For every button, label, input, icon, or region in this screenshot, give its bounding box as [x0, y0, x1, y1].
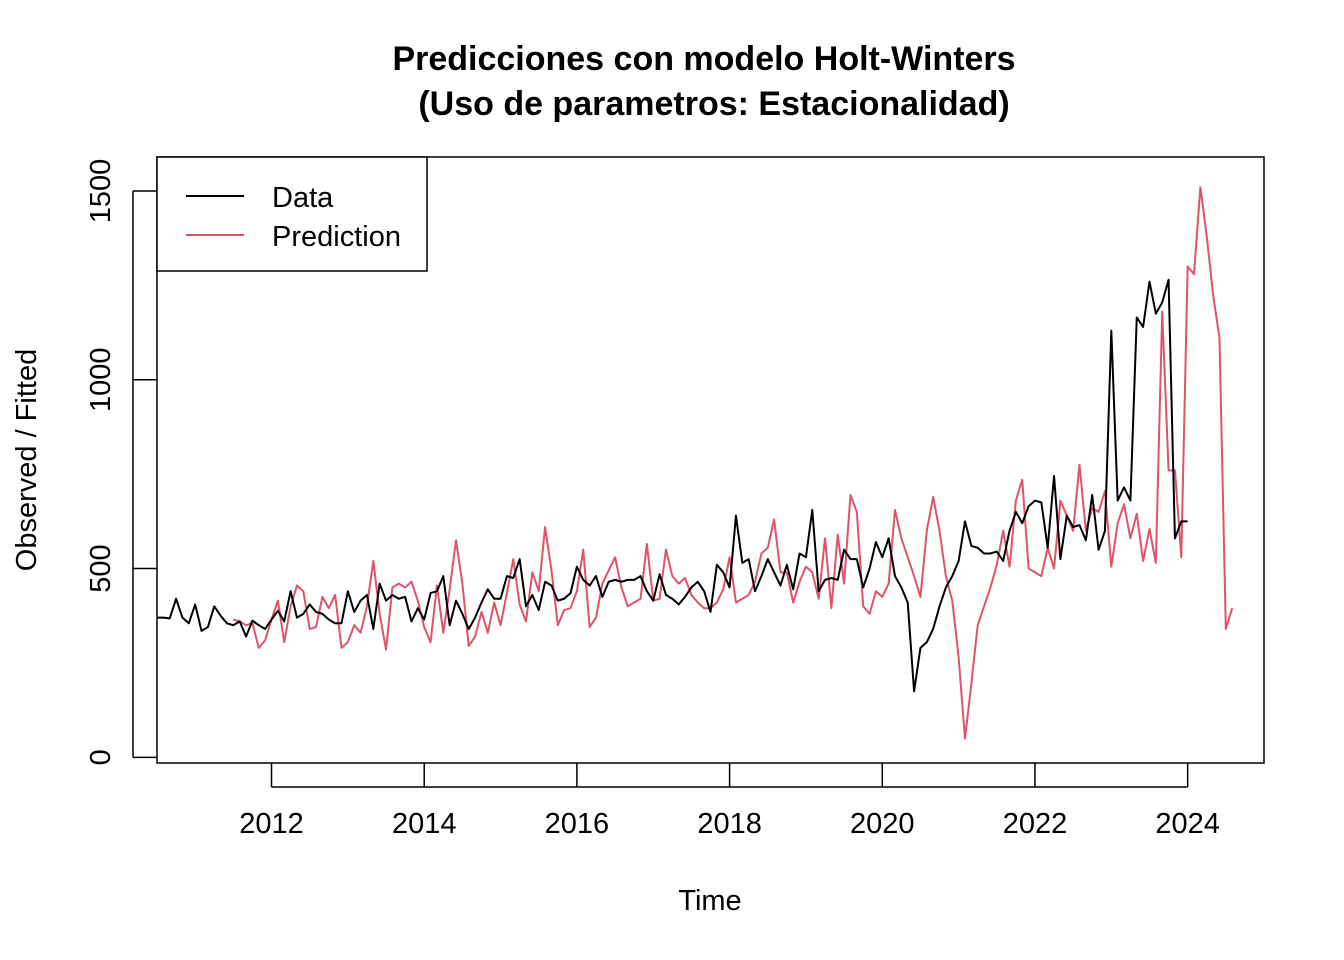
y-axis-label: Observed / Fitted: [11, 349, 43, 571]
y-tick-label-1500: 1500: [85, 159, 117, 224]
x-tick-label-2014: 2014: [392, 808, 457, 840]
legend-label-data: Data: [272, 182, 334, 214]
y-tick-label-0: 0: [85, 749, 117, 765]
legend-box: [156, 156, 428, 272]
y-tick-label-500: 500: [85, 544, 117, 592]
legend: Data Prediction: [156, 156, 428, 272]
x-axis-label: Time: [678, 885, 741, 917]
series-line-prediction: [233, 186, 1234, 740]
x-tick-label-2020: 2020: [850, 808, 915, 840]
plot-frame: [156, 156, 1265, 764]
y-axis: 0 500 1000 1500: [85, 159, 157, 765]
chart-title-line2: (Uso de parametros: Estacionalidad): [418, 85, 1009, 123]
y-tick-label-1000: 1000: [85, 348, 117, 413]
chart-title-line1: Predicciones con modelo Holt-Winters: [392, 40, 1015, 78]
x-tick-label-2022: 2022: [1003, 808, 1068, 840]
x-tick-label-2024: 2024: [1155, 808, 1220, 840]
series-layer: [157, 186, 1234, 740]
legend-label-prediction: Prediction: [272, 221, 401, 253]
x-tick-label-2012: 2012: [239, 808, 304, 840]
x-tick-label-2016: 2016: [545, 808, 610, 840]
series-line-data: [157, 278, 1188, 693]
x-axis: 2012 2014 2016 2018 2020 2022 2024: [239, 763, 1220, 840]
x-tick-label-2018: 2018: [697, 808, 762, 840]
